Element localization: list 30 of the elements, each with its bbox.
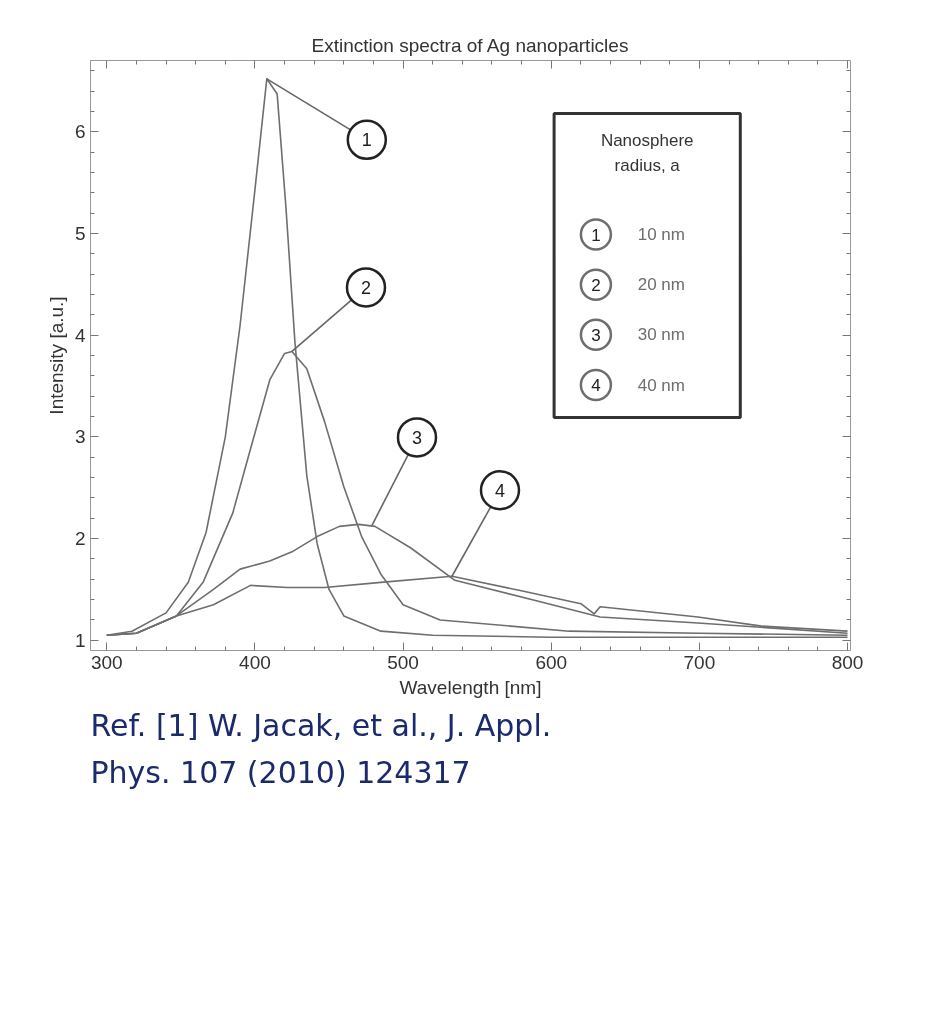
legend-label: 10 nm xyxy=(637,225,685,245)
y-tick-label: 2 xyxy=(74,528,86,550)
text: 2 xyxy=(591,275,601,295)
annotation: 1 xyxy=(361,130,372,151)
x-axis-title: Wavelength [nm] xyxy=(399,676,542,698)
annotation: 3 xyxy=(411,427,422,448)
x-tick-label: 400 xyxy=(239,651,271,673)
chart-title: Extinction spectra of Ag nanoparticles xyxy=(311,34,629,56)
text: 1 xyxy=(591,225,601,245)
x-tick-label: 700 xyxy=(683,651,716,673)
annotation: 4 xyxy=(494,480,505,501)
x-tick-label: 300 xyxy=(90,651,123,673)
legend-label: 30 nm xyxy=(637,325,685,345)
text: 3 xyxy=(591,325,601,345)
text: Ref. [1] W. Jacak, et al., J. Appl. xyxy=(90,707,552,743)
text: Phys. 107 (2010) 124317 xyxy=(90,754,471,790)
y-tick-label: 6 xyxy=(74,121,86,143)
y-tick-label: 5 xyxy=(74,222,86,244)
text: 4 xyxy=(591,376,601,395)
legend-title: Nanosphere radius, a xyxy=(600,131,694,175)
legend-label: 40 nm xyxy=(637,375,685,395)
legend-label: 20 nm xyxy=(637,275,685,295)
annotation: 2 xyxy=(360,277,371,298)
y-axis-title: Intensity [a.u.] xyxy=(45,296,67,415)
x-tick-label: 800 xyxy=(831,651,864,673)
x-tick-label: 600 xyxy=(535,651,568,673)
y-tick-label: 1 xyxy=(74,629,86,651)
x-tick-label: 500 xyxy=(387,651,419,673)
y-tick-label: 3 xyxy=(74,426,86,448)
y-tick-label: 4 xyxy=(74,324,86,346)
